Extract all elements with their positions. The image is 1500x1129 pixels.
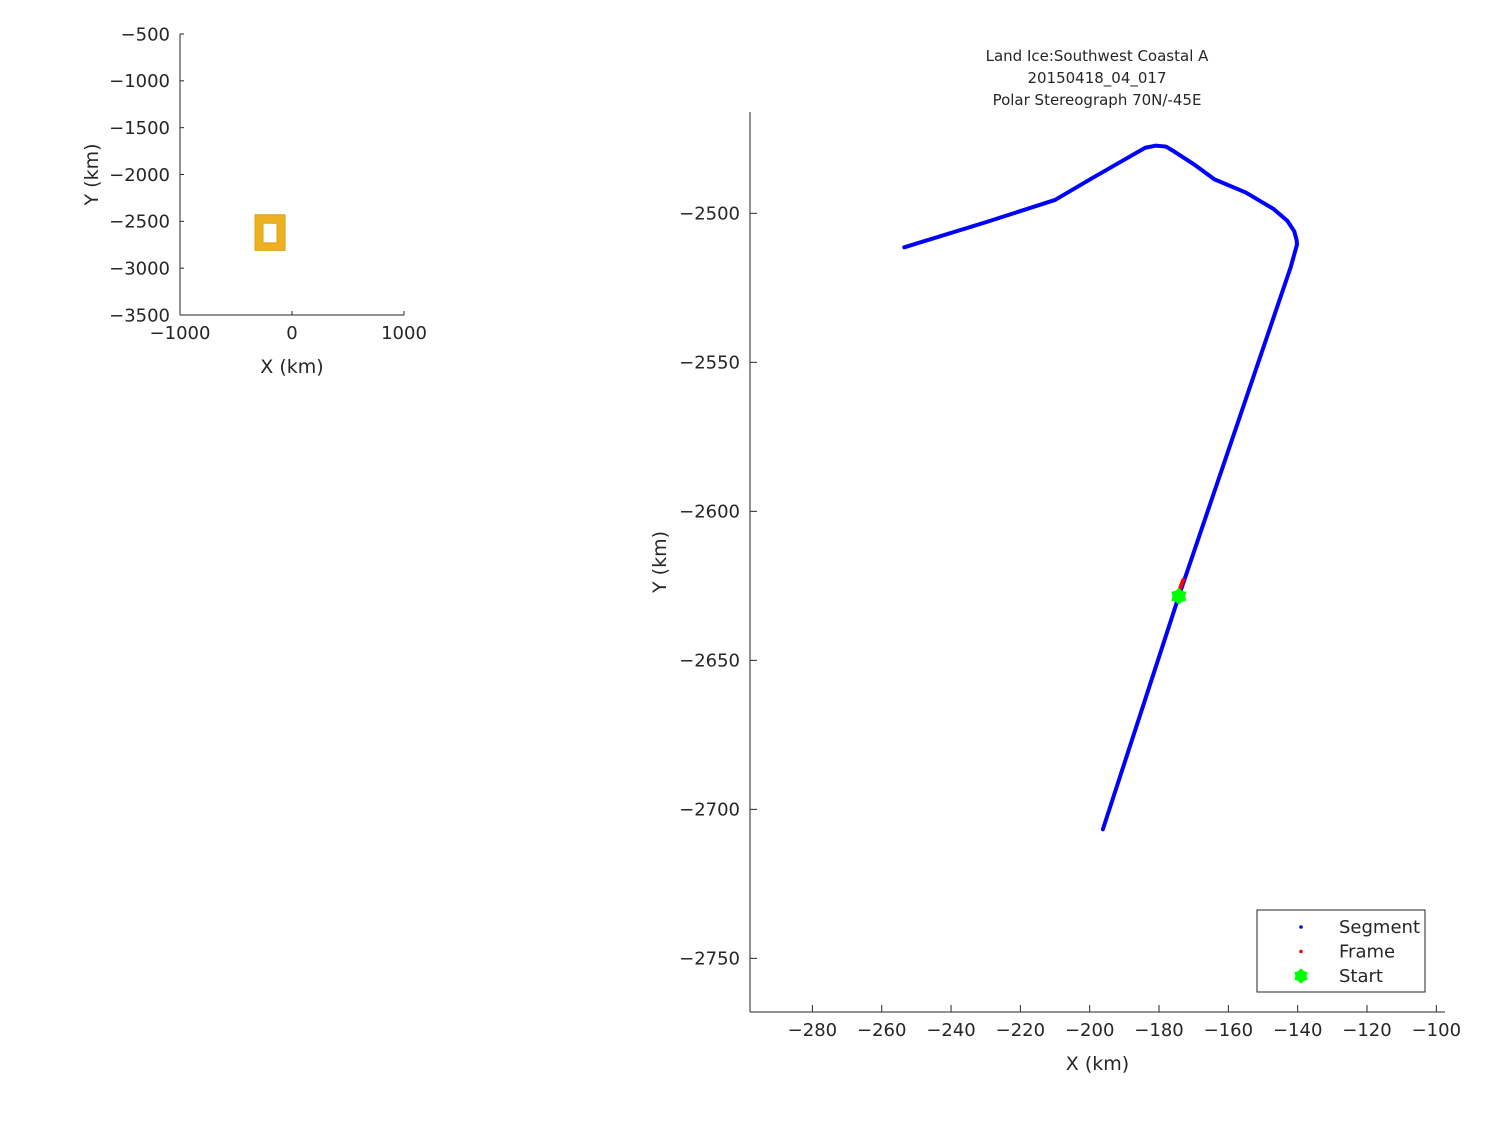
main-track-axes: −280 −260 −240 −220 −200 −180 −160 −140 −120 −100… <box>649 47 1461 1075</box>
y-tick-label: −2650 <box>679 651 740 672</box>
legend-frame-marker <box>1299 949 1303 954</box>
x-tick-label: −140 <box>1273 1020 1322 1041</box>
x-tick-label: −180 <box>1134 1020 1183 1041</box>
y-tick-label: −2500 <box>109 212 170 233</box>
y-tick-label: −2500 <box>679 204 740 225</box>
x-tick-label: −1000 <box>150 323 211 344</box>
chart-title-line: Polar Stereograph 70N/-45E <box>993 91 1202 109</box>
y-tick-label: −500 <box>121 24 170 45</box>
region-patch <box>254 214 286 251</box>
y-tick-label: −2000 <box>109 165 170 186</box>
x-tick-label: −240 <box>926 1020 975 1041</box>
legend-start-marker <box>1294 968 1308 984</box>
legend-label: Segment <box>1339 917 1420 938</box>
y-tick-label: −2550 <box>679 353 740 374</box>
overview-map-axes: −1000 0 1000 −3500 −3000 −2500 −2000 −1500 −1000… <box>81 24 427 378</box>
legend-label: Frame <box>1339 942 1395 963</box>
x-tick-label: −100 <box>1412 1020 1461 1041</box>
x-tick-label: −160 <box>1204 1020 1253 1041</box>
x-tick-label: −220 <box>996 1020 1045 1041</box>
x-tick-label: −280 <box>788 1020 837 1041</box>
y-tick-label: −2750 <box>679 949 740 970</box>
y-tick-label: −1500 <box>109 118 170 139</box>
y-axis-label: Y (km) <box>649 531 671 594</box>
x-axis-label: X (km) <box>260 356 323 378</box>
x-tick-label: 1000 <box>381 323 427 344</box>
series-frame-line <box>1177 577 1186 591</box>
series-segment-line <box>902 143 1299 832</box>
y-axis-label: Y (km) <box>81 144 103 207</box>
y-tick-label: −1000 <box>109 71 170 92</box>
y-tick-label: −2700 <box>679 800 740 821</box>
start-marker <box>1171 587 1187 605</box>
legend-box <box>1256 909 1426 993</box>
chart-title-line: 20150418_04_017 <box>1027 69 1166 88</box>
y-tick-label: −2600 <box>679 502 740 523</box>
legend-segment-marker <box>1299 925 1303 929</box>
x-tick-label: −120 <box>1342 1020 1391 1041</box>
x-axis-label: X (km) <box>1066 1053 1129 1075</box>
x-tick-label: −260 <box>857 1020 906 1041</box>
legend: Segment Frame Start <box>1256 909 1426 993</box>
y-tick-label: −3000 <box>109 258 170 279</box>
x-tick-label: −200 <box>1065 1020 1114 1041</box>
x-tick-label: 0 <box>286 323 297 344</box>
y-tick-label: −3500 <box>109 305 170 326</box>
legend-label: Start <box>1339 966 1383 987</box>
chart-title-line: Land Ice:Southwest Coastal A <box>986 47 1210 65</box>
